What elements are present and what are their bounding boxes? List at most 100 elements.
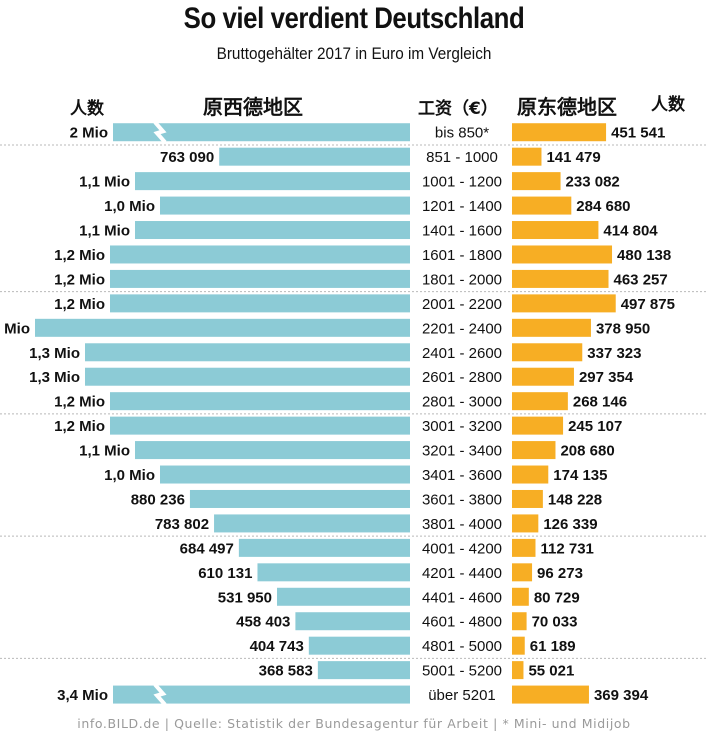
salary-range-label: 1401 - 1600 [422, 223, 502, 240]
salary-range-label: 2601 - 2800 [422, 369, 502, 386]
west-bar [257, 563, 410, 582]
salary-range-label: 1601 - 1800 [422, 247, 502, 264]
east-value-label: 414 804 [603, 223, 658, 240]
west-value-label: 1,2 Mio [54, 271, 105, 288]
west-value-label: 783 802 [155, 516, 209, 533]
east-value-label: 337 323 [587, 345, 641, 362]
east-bar [512, 465, 549, 484]
east-bar [512, 294, 616, 313]
east-value-label: 126 339 [543, 516, 597, 533]
west-bar [35, 318, 410, 337]
west-bar [85, 367, 410, 386]
east-bar [512, 269, 609, 288]
salary-range-label: 2201 - 2400 [422, 320, 502, 337]
east-bar [512, 343, 583, 362]
west-value-label: 1,1 Mio [79, 443, 130, 460]
west-bar [110, 392, 410, 411]
east-value-label: 463 257 [614, 271, 668, 288]
axis-break-mark [153, 120, 167, 144]
west-bar [110, 245, 410, 264]
east-value-label: 245 107 [568, 418, 622, 435]
salary-range-label: 1201 - 1400 [422, 198, 502, 215]
east-bar [512, 196, 572, 215]
east-value-label: 378 950 [596, 320, 650, 337]
west-value-label: 1,2 Mio [54, 247, 105, 264]
west-value-label: 1,3 Mio [29, 345, 80, 362]
west-value-label: 1,2 Mio [54, 296, 105, 313]
west-value-label: 1,5 Mio [0, 320, 30, 337]
west-bar [189, 489, 410, 508]
salary-range-label: 5001 - 5200 [422, 663, 502, 680]
west-bar [85, 343, 410, 362]
east-bar [512, 661, 524, 680]
west-value-label: 1,1 Mio [79, 223, 130, 240]
west-value-label: 531 950 [218, 589, 272, 606]
east-bar [512, 489, 543, 508]
east-value-label: 80 729 [534, 589, 580, 606]
west-bar [135, 172, 410, 191]
east-bar [512, 221, 599, 240]
west-value-label: 610 131 [198, 565, 252, 582]
west-value-label: 1,1 Mio [79, 174, 130, 191]
east-value-label: 174 135 [553, 467, 607, 484]
west-bar [110, 269, 410, 288]
east-bar [512, 245, 613, 264]
east-value-label: 268 146 [573, 394, 627, 411]
east-value-label: 208 680 [560, 443, 614, 460]
east-bar [512, 367, 574, 386]
salary-range-label: 851 - 1000 [426, 149, 498, 166]
west-value-label: 368 583 [259, 663, 313, 680]
salary-range-label: 2801 - 3000 [422, 394, 502, 411]
east-bar [512, 172, 561, 191]
west-value-label: 1,0 Mio [104, 467, 155, 484]
salary-range-label: über 5201 [428, 687, 496, 704]
east-value-label: 480 138 [617, 247, 671, 264]
west-bar [214, 514, 410, 533]
salary-range-label: 4401 - 4600 [422, 589, 502, 606]
west-value-label: 3,4 Mio [57, 687, 108, 704]
salary-range-label: 3801 - 4000 [422, 516, 502, 533]
east-bar [512, 514, 539, 533]
east-bar [512, 441, 556, 460]
east-region-header: 原东德地区 [517, 95, 617, 119]
west-bar [110, 416, 410, 435]
east-bar [512, 538, 536, 557]
west-bar [238, 538, 410, 557]
west-bar [295, 612, 410, 631]
chart-subtitle: Bruttogehälter 2017 in Euro im Vergleich [216, 44, 492, 63]
west-bar [219, 147, 410, 166]
east-bar [512, 318, 591, 337]
west-value-label: 1,3 Mio [29, 369, 80, 386]
east-bar [512, 392, 568, 411]
salary-range-label: 2401 - 2600 [422, 345, 502, 362]
west-value-label: 1,0 Mio [104, 198, 155, 215]
salary-range-label: 3601 - 3800 [422, 491, 502, 508]
west-value-label: 404 743 [250, 638, 304, 655]
salary-range-label: 4001 - 4200 [422, 540, 502, 557]
chart-title: So viel verdient Deutschland [183, 2, 525, 35]
salary-range-label: 1801 - 2000 [422, 271, 502, 288]
salary-range-label: bis 850* [435, 125, 489, 142]
salary-range-label: 3401 - 3600 [422, 467, 502, 484]
axis-break-mark [153, 683, 167, 706]
right-count-header: 人数 [651, 95, 685, 115]
east-value-label: 148 228 [548, 491, 602, 508]
west-bar [113, 685, 410, 704]
west-value-label: 684 497 [180, 540, 234, 557]
west-value-label: 1,2 Mio [54, 418, 105, 435]
west-bar [160, 465, 410, 484]
west-bar [135, 441, 410, 460]
east-value-label: 141 479 [546, 149, 600, 166]
salary-range-label: 2001 - 2200 [422, 296, 502, 313]
west-bar [135, 221, 410, 240]
salary-header: 工资（€） [418, 99, 498, 119]
east-bar [512, 123, 607, 142]
east-value-label: 497 875 [621, 296, 675, 313]
salary-range-label: 1001 - 1200 [422, 174, 502, 191]
east-value-label: 233 082 [566, 174, 620, 191]
west-bar [110, 294, 410, 313]
east-value-label: 61 189 [530, 638, 576, 655]
east-bar [512, 636, 525, 655]
east-bar [512, 416, 564, 435]
east-value-label: 284 680 [576, 198, 630, 215]
